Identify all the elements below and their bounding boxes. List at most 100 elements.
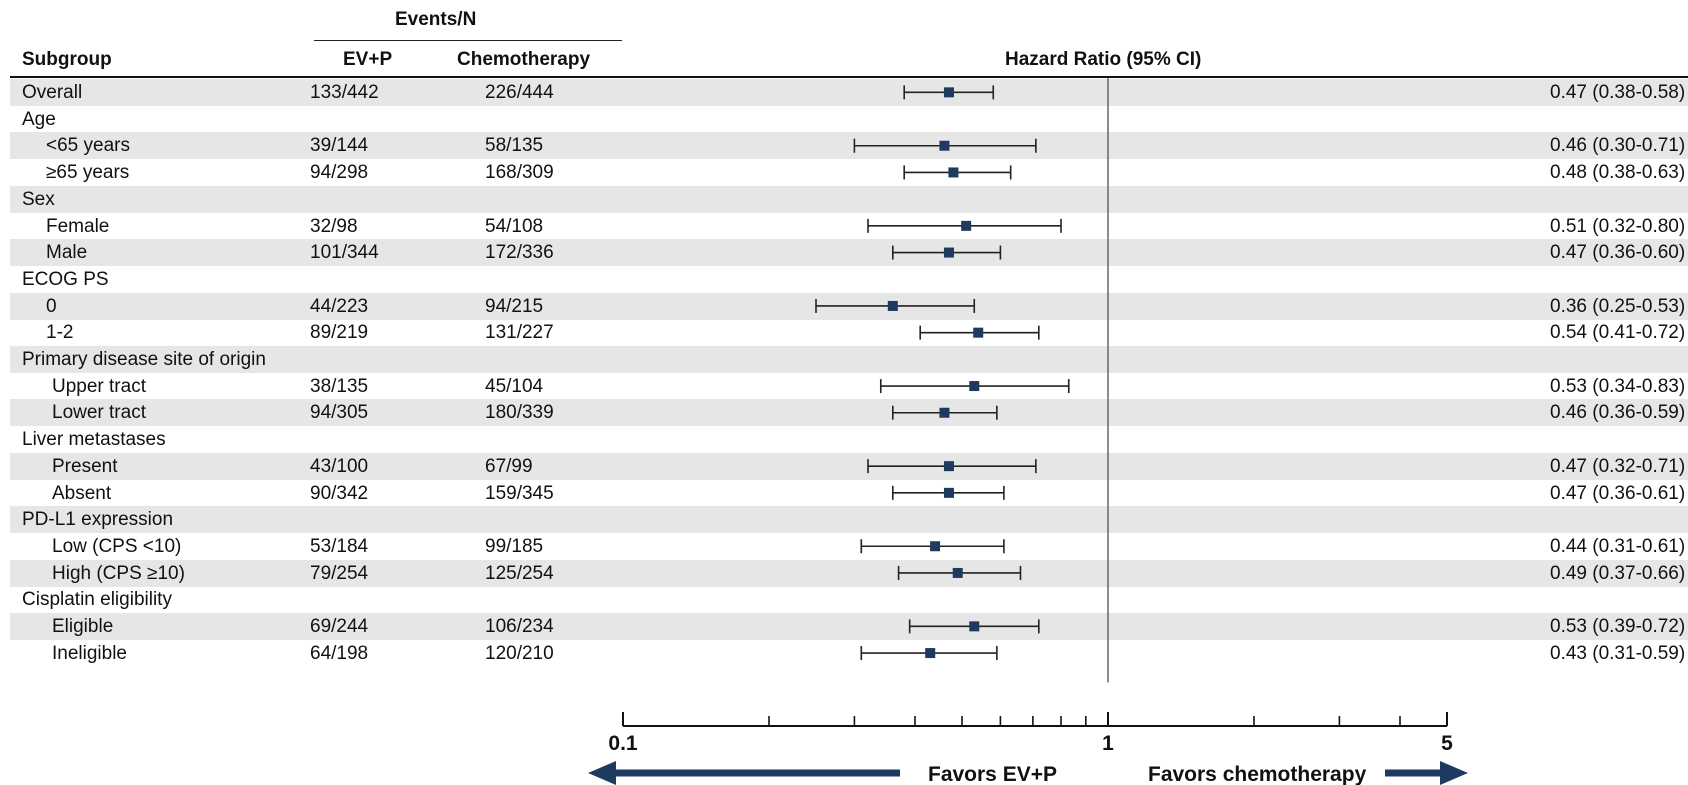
subgroup-label: Female xyxy=(46,215,110,237)
subgroup-label: Absent xyxy=(52,482,112,504)
evp-events-value: 39/144 xyxy=(310,135,369,157)
subgroup-label: Liver metastases xyxy=(22,429,166,451)
subgroup-row: Lower tract 94/305 180/339 0.46 (0.36-0.59) xyxy=(10,399,1688,427)
hazard-ratio-ci-value: 0.54 (0.41-0.72) xyxy=(1550,322,1686,344)
subgroup-label: Primary disease site of origin xyxy=(22,349,266,370)
chemo-events-value: 54/108 xyxy=(485,215,544,237)
point-estimate-marker xyxy=(943,487,954,498)
hazard-ratio-ci-value: 0.46 (0.30-0.71) xyxy=(1550,135,1686,157)
point-estimate-marker xyxy=(961,220,972,231)
hazard-ratio-column-header: Hazard Ratio (95% CI) xyxy=(1005,49,1202,70)
hazard-ratio-ci-value: 0.46 (0.36-0.59) xyxy=(1550,402,1686,424)
point-estimate-marker xyxy=(943,461,954,472)
point-estimate-marker xyxy=(948,167,959,178)
subgroup-row: Female 32/98 54/108 0.51 (0.32-0.80) xyxy=(10,213,1688,240)
chemotherapy-column-header: Chemotherapy xyxy=(457,49,591,70)
hazard-ratio-ci-value: 0.53 (0.39-0.72) xyxy=(1550,616,1686,637)
chemo-events-value: 125/254 xyxy=(485,562,554,584)
chemo-events-value: 120/210 xyxy=(485,642,554,664)
chemo-events-value: 67/99 xyxy=(485,455,533,477)
point-estimate-marker xyxy=(930,541,941,552)
chemo-events-value: 168/309 xyxy=(485,162,554,184)
hazard-ratio-ci-value: 0.53 (0.34-0.83) xyxy=(1550,375,1686,397)
subgroup-label: PD-L1 expression xyxy=(22,509,174,531)
evp-events-value: 53/184 xyxy=(310,535,369,557)
subgroup-label: Eligible xyxy=(52,616,114,637)
hazard-ratio-ci-value: 0.36 (0.25-0.53) xyxy=(1550,295,1686,317)
evp-column-header: EV+P xyxy=(343,49,393,70)
subgroup-label: <65 years xyxy=(46,135,130,157)
subgroup-label: ≥65 years xyxy=(46,162,130,184)
chemo-events-value: 226/444 xyxy=(485,82,554,103)
chemo-events-value: 58/135 xyxy=(485,135,544,157)
point-estimate-marker xyxy=(969,381,980,392)
subgroup-label: Age xyxy=(22,108,56,130)
hazard-ratio-ci-value: 0.47 (0.36-0.60) xyxy=(1550,242,1686,264)
subgroup-row: <65 years 39/144 58/135 0.46 (0.30-0.71) xyxy=(10,132,1688,160)
evp-events-value: 90/342 xyxy=(310,482,369,504)
favors-evp-arrow-head xyxy=(588,761,616,785)
chemo-events-value: 45/104 xyxy=(485,375,544,397)
chemo-events-value: 106/234 xyxy=(485,616,554,637)
subgroup-column-header: Subgroup xyxy=(22,49,112,70)
subgroup-row: High (CPS ≥10) 79/254 125/254 0.49 (0.37-0.… xyxy=(10,559,1688,587)
subgroup-header-row: ECOG PS xyxy=(10,266,1688,293)
subgroup-header-row: Cisplatin eligibility xyxy=(10,586,1688,613)
evp-events-value: 32/98 xyxy=(310,215,358,237)
chemo-events-value: 94/215 xyxy=(485,295,544,317)
evp-events-value: 44/223 xyxy=(310,295,369,317)
x-axis-tick-label: 5 xyxy=(1441,732,1453,755)
subgroup-label: Present xyxy=(52,455,118,477)
point-estimate-marker xyxy=(925,648,936,659)
subgroup-row: Absent 90/342 159/345 0.47 (0.36-0.61) xyxy=(10,480,1688,507)
x-axis-tick-label: 1 xyxy=(1102,732,1114,755)
subgroup-label: 1-2 xyxy=(46,322,74,344)
hazard-ratio-ci-value: 0.49 (0.37-0.66) xyxy=(1550,562,1686,584)
subgroup-row: Low (CPS <10) 53/184 99/185 0.44 (0.31-0.61… xyxy=(10,533,1688,560)
subgroup-header-row: Sex xyxy=(10,185,1688,213)
subgroup-label: Overall xyxy=(22,82,83,103)
subgroup-label: Upper tract xyxy=(52,375,146,397)
subgroup-label: Cisplatin eligibility xyxy=(22,589,172,611)
subgroup-header-row: Primary disease site of origin xyxy=(10,346,1688,373)
favors-chemo-arrow-head xyxy=(1440,761,1468,785)
evp-events-value: 89/219 xyxy=(310,322,369,344)
point-estimate-marker xyxy=(973,327,984,338)
subgroup-row: Ineligible 64/198 120/210 0.43 (0.31-0.59) xyxy=(10,640,1688,667)
favors-chemotherapy-label: Favors chemotherapy xyxy=(1148,763,1367,785)
hazard-ratio-ci-value: 0.48 (0.38-0.63) xyxy=(1550,162,1686,184)
subgroup-label: Sex xyxy=(22,188,55,210)
evp-events-value: 38/135 xyxy=(310,375,369,397)
chemo-events-value: 159/345 xyxy=(485,482,554,504)
subgroup-label: Lower tract xyxy=(52,402,146,424)
hazard-ratio-ci-value: 0.44 (0.31-0.61) xyxy=(1550,535,1686,557)
point-estimate-marker xyxy=(887,300,898,311)
point-estimate-marker xyxy=(969,621,980,632)
subgroup-label: Low (CPS <10) xyxy=(52,535,182,557)
hazard-ratio-ci-value: 0.51 (0.32-0.80) xyxy=(1550,215,1686,237)
chemo-events-value: 99/185 xyxy=(485,535,544,557)
point-estimate-marker xyxy=(939,407,950,418)
subgroup-row: Present 43/100 67/99 0.47 (0.32-0.71) xyxy=(10,452,1688,480)
evp-events-value: 94/298 xyxy=(310,162,369,184)
point-estimate-marker xyxy=(943,87,954,98)
hazard-ratio-ci-value: 0.43 (0.31-0.59) xyxy=(1550,642,1686,664)
subgroup-row: Eligible 69/244 106/234 0.53 (0.39-0.72) xyxy=(10,613,1688,640)
point-estimate-marker xyxy=(952,567,963,578)
hazard-ratio-ci-value: 0.47 (0.38-0.58) xyxy=(1550,82,1686,103)
evp-events-value: 69/244 xyxy=(310,616,369,637)
subgroup-row: ≥65 years 94/298 168/309 0.48 (0.38-0.63) xyxy=(10,159,1688,186)
point-estimate-marker xyxy=(939,140,950,151)
evp-events-value: 64/198 xyxy=(310,642,369,664)
header-rule xyxy=(10,76,1688,78)
evp-events-value: 101/344 xyxy=(310,242,379,264)
point-estimate-marker xyxy=(943,247,954,258)
hazard-ratio-ci-value: 0.47 (0.32-0.71) xyxy=(1550,455,1686,477)
subgroup-label: Ineligible xyxy=(52,642,127,664)
evp-events-value: 94/305 xyxy=(310,402,369,424)
subgroup-label: 0 xyxy=(46,295,57,317)
chemo-events-value: 131/227 xyxy=(485,322,554,344)
subgroup-row: 1-2 89/219 131/227 0.54 (0.41-0.72) xyxy=(10,319,1688,346)
